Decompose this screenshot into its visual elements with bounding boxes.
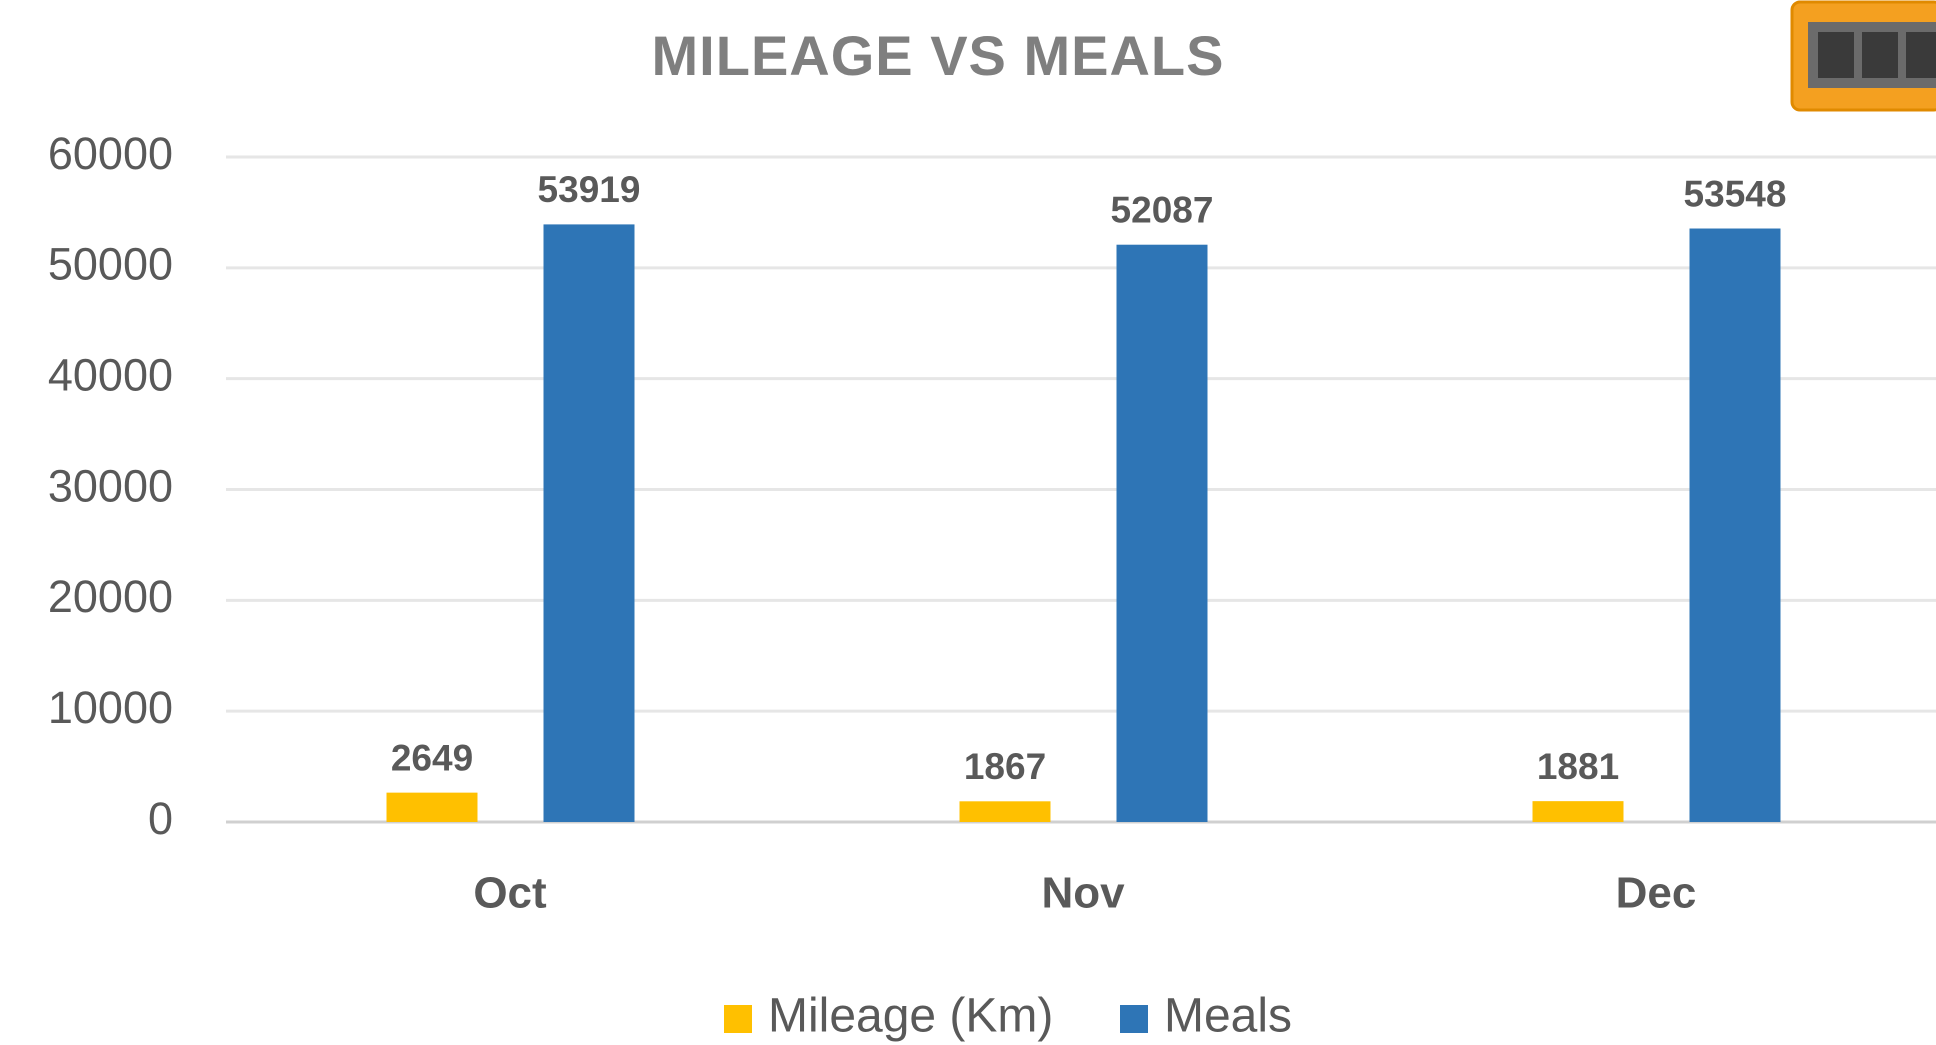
y-tick-label: 50000: [48, 239, 173, 290]
data-label: 52087: [1111, 189, 1214, 230]
chart-title: MILEAGE VS MEALS: [652, 24, 1225, 87]
bar: [1116, 244, 1208, 823]
legend-label: Meals: [1164, 990, 1292, 1043]
y-tick-label: 0: [148, 793, 173, 844]
legend-swatch: [1120, 1005, 1148, 1033]
y-tick-label: 30000: [48, 460, 173, 511]
data-label: 1881: [1537, 746, 1619, 787]
bar: [1689, 228, 1781, 823]
legend-label: Mileage (Km): [768, 990, 1053, 1043]
bar: [959, 801, 1051, 822]
data-label: 53548: [1684, 173, 1787, 214]
bar: [543, 224, 635, 822]
bar: [1532, 801, 1624, 822]
y-tick-label: 20000: [48, 571, 173, 622]
y-tick-label: 40000: [48, 350, 173, 401]
data-label: 1867: [964, 746, 1046, 787]
x-tick-label: Nov: [1041, 869, 1125, 918]
x-tick-label: Oct: [473, 869, 547, 918]
y-tick-label: 60000: [48, 128, 173, 179]
widget-icon: [1790, 0, 1936, 112]
y-tick-label: 10000: [48, 682, 173, 733]
x-tick-label: Dec: [1616, 869, 1697, 918]
data-label: 53919: [538, 169, 641, 210]
data-label: 2649: [391, 737, 473, 778]
bar: [386, 792, 478, 822]
legend-swatch: [724, 1005, 752, 1033]
